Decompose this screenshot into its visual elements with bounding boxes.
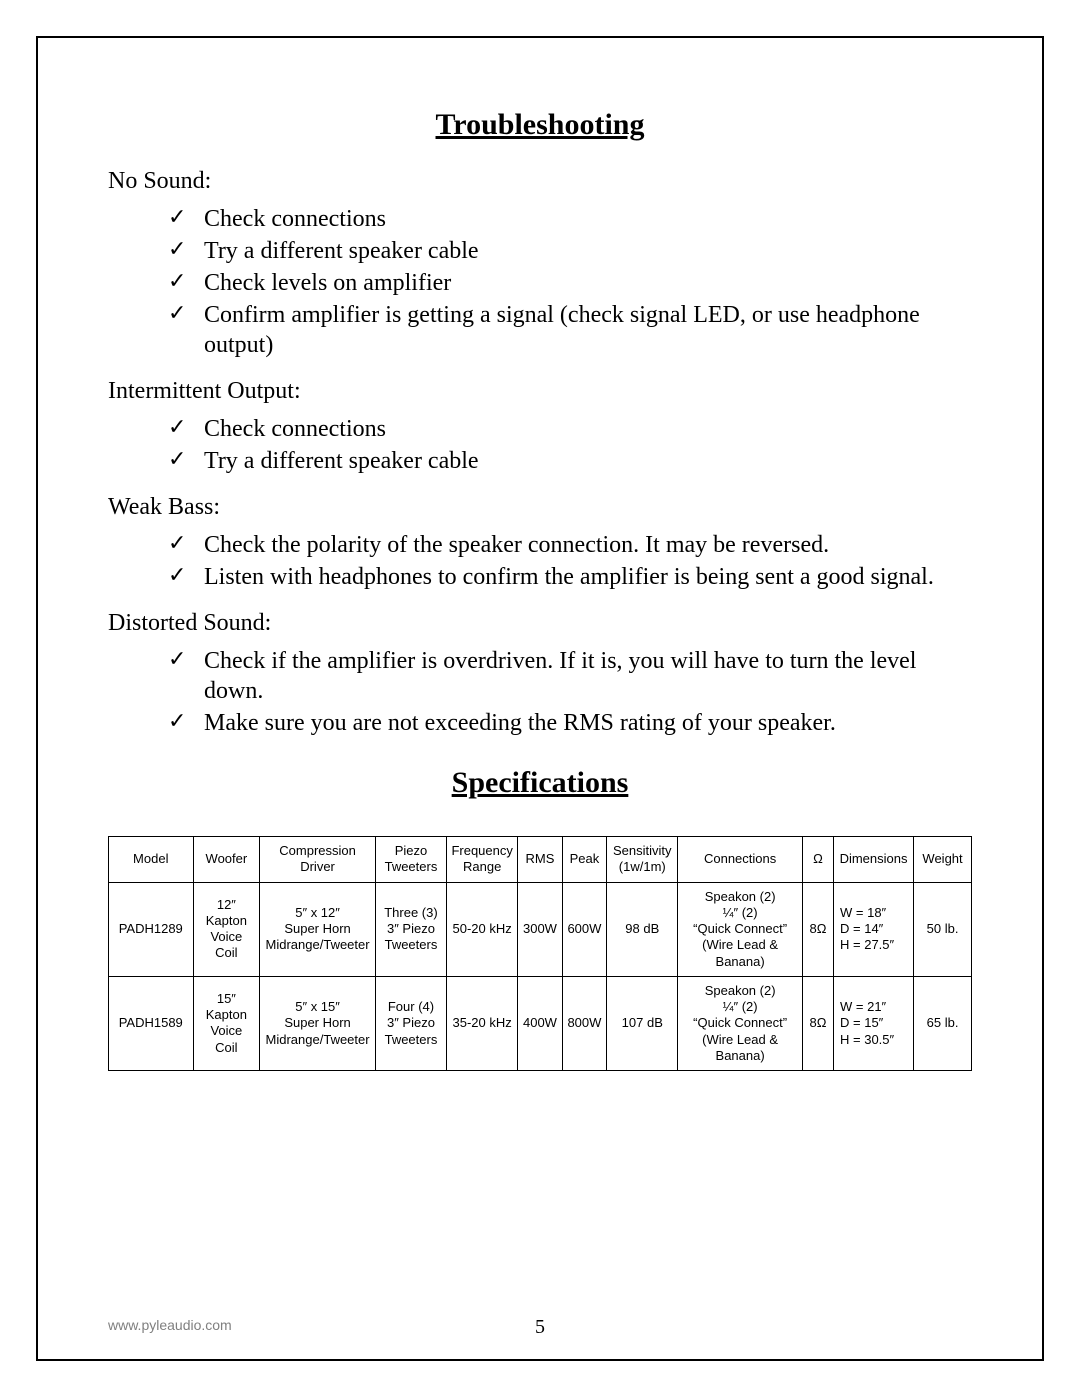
spec-cell: Speakon (2)¼″ (2)“Quick Connect”(Wire Le… <box>678 882 803 976</box>
troubleshooting-body: No Sound: Check connections Try a differ… <box>108 166 972 738</box>
spec-col-header: RMS <box>518 837 562 883</box>
spec-tbody: PADH128912″KaptonVoice Coil5″ x 12″Super… <box>109 882 972 1071</box>
list-item: Try a different speaker cable <box>168 446 972 476</box>
list-item: Make sure you are not exceeding the RMS … <box>168 708 972 738</box>
list-item: Check if the amplifier is overdriven. If… <box>168 646 972 706</box>
list-intermittent: Check connections Try a different speake… <box>108 414 972 476</box>
spec-col-header: Weight <box>914 837 972 883</box>
subhead-no-sound: No Sound: <box>108 166 972 196</box>
spec-cell: W = 18″D = 14″H = 27.5″ <box>834 882 914 976</box>
spec-col-header: PiezoTweeters <box>375 837 446 883</box>
spec-cell: 5″ x 12″Super HornMidrange/Tweeter <box>260 882 376 976</box>
list-item: Listen with headphones to confirm the am… <box>168 562 972 592</box>
section-title-specifications: Specifications <box>108 766 972 800</box>
spec-col-header: CompressionDriver <box>260 837 376 883</box>
spec-cell: 98 dB <box>607 882 678 976</box>
list-no-sound: Check connections Try a different speake… <box>108 204 972 360</box>
list-weak-bass: Check the polarity of the speaker connec… <box>108 530 972 592</box>
subhead-distorted: Distorted Sound: <box>108 608 972 638</box>
spec-cell: PADH1589 <box>109 976 194 1070</box>
spec-cell: W = 21″D = 15″H = 30.5″ <box>834 976 914 1070</box>
spec-cell: 8Ω <box>802 882 833 976</box>
spec-col-header: Woofer <box>193 837 260 883</box>
spec-col-header: Dimensions <box>834 837 914 883</box>
spec-cell: 50-20 kHz <box>447 882 518 976</box>
spec-cell: 8Ω <box>802 976 833 1070</box>
spec-cell: 107 dB <box>607 976 678 1070</box>
spec-cell: 600W <box>562 882 606 976</box>
spec-cell: 12″KaptonVoice Coil <box>193 882 260 976</box>
spec-table: ModelWooferCompressionDriverPiezoTweeter… <box>108 836 972 1071</box>
list-item: Check connections <box>168 204 972 234</box>
spec-cell: 5″ x 15″Super HornMidrange/Tweeter <box>260 976 376 1070</box>
spec-thead: ModelWooferCompressionDriverPiezoTweeter… <box>109 837 972 883</box>
footer-url: www.pyleaudio.com <box>108 1317 232 1333</box>
footer-page-number: 5 <box>535 1316 545 1339</box>
spec-col-header: FrequencyRange <box>447 837 518 883</box>
subhead-weak-bass: Weak Bass: <box>108 492 972 522</box>
spec-cell: 400W <box>518 976 562 1070</box>
subhead-intermittent: Intermittent Output: <box>108 376 972 406</box>
content-frame: Troubleshooting No Sound: Check connecti… <box>36 36 1044 1361</box>
spec-cell: 300W <box>518 882 562 976</box>
spec-col-header: Ω <box>802 837 833 883</box>
spec-cell: 50 lb. <box>914 882 972 976</box>
list-item: Check connections <box>168 414 972 444</box>
spec-cell: Three (3)3″ PiezoTweeters <box>375 882 446 976</box>
list-item: Check the polarity of the speaker connec… <box>168 530 972 560</box>
spec-row: PADH128912″KaptonVoice Coil5″ x 12″Super… <box>109 882 972 976</box>
spec-col-header: Peak <box>562 837 606 883</box>
spec-col-header: Model <box>109 837 194 883</box>
list-distorted: Check if the amplifier is overdriven. If… <box>108 646 972 738</box>
list-item: Try a different speaker cable <box>168 236 972 266</box>
spec-cell: 15″KaptonVoice Coil <box>193 976 260 1070</box>
spec-table-wrap: ModelWooferCompressionDriverPiezoTweeter… <box>108 836 972 1071</box>
spec-row: PADH158915″KaptonVoice Coil5″ x 15″Super… <box>109 976 972 1070</box>
list-item: Check levels on amplifier <box>168 268 972 298</box>
spec-header-row: ModelWooferCompressionDriverPiezoTweeter… <box>109 837 972 883</box>
spec-cell: 35-20 kHz <box>447 976 518 1070</box>
spec-cell: 65 lb. <box>914 976 972 1070</box>
spec-cell: 800W <box>562 976 606 1070</box>
section-title-troubleshooting: Troubleshooting <box>108 108 972 142</box>
spec-cell: Four (4)3″ PiezoTweeters <box>375 976 446 1070</box>
spec-col-header: Connections <box>678 837 803 883</box>
page: Troubleshooting No Sound: Check connecti… <box>0 0 1080 1397</box>
spec-cell: PADH1289 <box>109 882 194 976</box>
list-item: Confirm amplifier is getting a signal (c… <box>168 300 972 360</box>
spec-cell: Speakon (2)¼″ (2)“Quick Connect”(Wire Le… <box>678 976 803 1070</box>
spec-col-header: Sensitivity(1w/1m) <box>607 837 678 883</box>
